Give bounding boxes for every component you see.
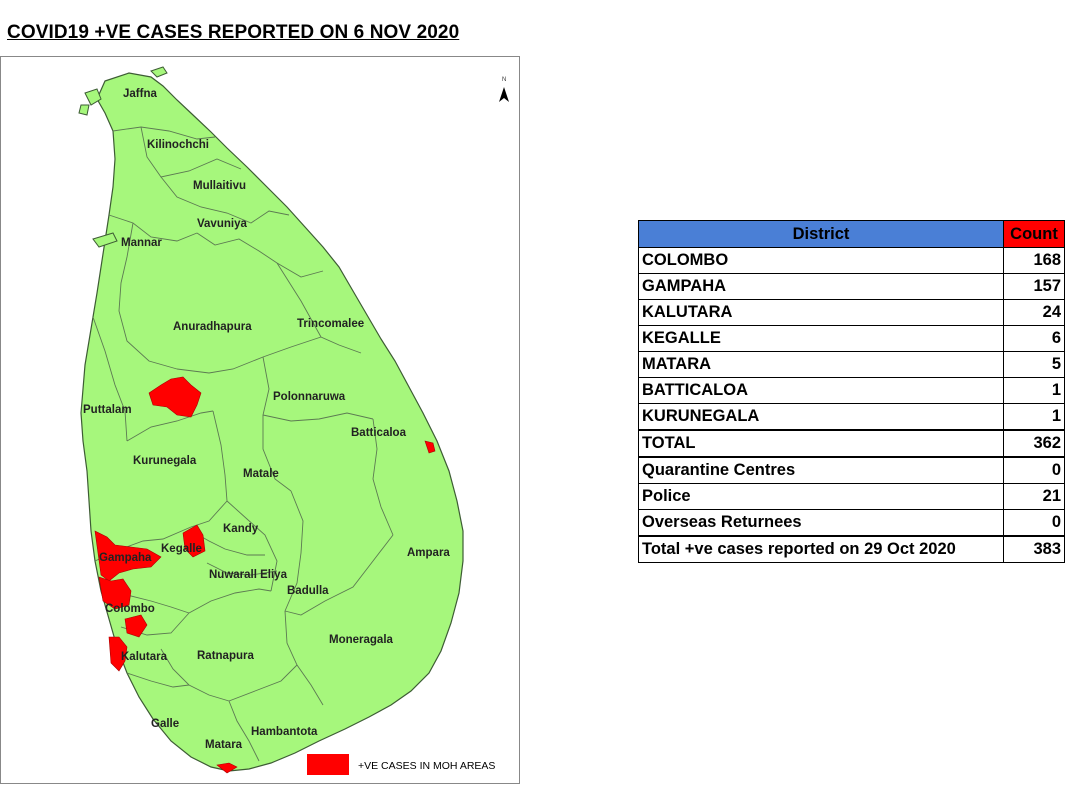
label-ampara: Ampara <box>407 547 450 559</box>
row-district: MATARA <box>638 351 1004 378</box>
total-count: 362 <box>1003 429 1065 458</box>
colombo-hotspot <box>98 576 132 610</box>
row-count: 6 <box>1003 325 1065 352</box>
row-category: Police <box>638 483 1004 510</box>
label-vavuniya: Vavuniya <box>197 218 247 230</box>
district-boundaries <box>92 126 394 762</box>
grand-total-row: Total +ve cases reported on 29 Oct 2020 … <box>638 535 1065 563</box>
label-gampaha: Gampaha <box>99 552 152 564</box>
row-count: 5 <box>1003 351 1065 378</box>
header-count: Count <box>1003 220 1065 248</box>
table-row: KALUTARA 24 <box>638 299 1065 326</box>
label-trincomalee: Trincomalee <box>297 318 364 330</box>
kalutara-hotspot <box>108 636 128 672</box>
row-district: GAMPAHA <box>638 273 1004 300</box>
label-nuwara-eliya: Nuwarall Eliya <box>209 569 288 581</box>
table-row: Police 21 <box>638 483 1065 510</box>
table-row: GAMPAHA 157 <box>638 273 1065 300</box>
row-category: Quarantine Centres <box>638 456 1004 484</box>
row-count: 168 <box>1003 247 1065 274</box>
kegalle-hotspot <box>182 524 206 558</box>
row-district: KALUTARA <box>638 299 1004 326</box>
row-count: 0 <box>1003 456 1065 484</box>
label-kandy: Kandy <box>223 523 259 535</box>
row-count: 21 <box>1003 483 1065 510</box>
label-matara: Matara <box>205 739 243 751</box>
row-district: KURUNEGALA <box>638 403 1004 431</box>
mannar-island <box>92 232 118 248</box>
positive-case-areas <box>94 376 436 774</box>
label-hambantota: Hambantota <box>251 726 318 738</box>
colombo-east-hotspot <box>124 614 148 638</box>
table-row: BATTICALOA 1 <box>638 377 1065 404</box>
header-district: District <box>638 220 1004 248</box>
table-row: KEGALLE 6 <box>638 325 1065 352</box>
island-landmass <box>80 72 464 772</box>
sri-lanka-map: N Jaffna Kilinochchi Mullaitivu Vavuniya… <box>0 56 520 784</box>
row-category: Overseas Returnees <box>638 509 1004 537</box>
label-colombo: Colombo <box>105 603 155 615</box>
table-row: KURUNEGALA 1 <box>638 403 1065 431</box>
district-count-table: District Count COLOMBO 168 GAMPAHA 157 K… <box>638 220 1065 563</box>
label-kalutara: Kalutara <box>121 651 168 663</box>
legend-label: +VE CASES IN MOH AREAS <box>358 760 495 772</box>
north-arrow-icon: N <box>499 77 509 102</box>
jaffna-islets <box>78 66 168 116</box>
row-district: KEGALLE <box>638 325 1004 352</box>
label-mannar: Mannar <box>121 237 162 249</box>
table-header-row: District Count <box>638 220 1065 248</box>
label-mullaitivu: Mullaitivu <box>193 180 246 192</box>
legend-swatch <box>307 754 349 775</box>
table-row: MATARA 5 <box>638 351 1065 378</box>
table-row: COLOMBO 168 <box>638 247 1065 274</box>
label-puttalam: Puttalam <box>83 404 132 416</box>
matara-hotspot <box>216 762 238 774</box>
table-row: Quarantine Centres 0 <box>638 456 1065 484</box>
label-polonnaruwa: Polonnaruwa <box>273 391 346 403</box>
label-kurunegala: Kurunegala <box>133 455 197 467</box>
label-jaffna: Jaffna <box>123 88 157 100</box>
row-count: 0 <box>1003 509 1065 537</box>
label-batticaloa: Batticaloa <box>351 427 407 439</box>
label-anuradhapura: Anuradhapura <box>173 321 252 333</box>
map-svg: N Jaffna Kilinochchi Mullaitivu Vavuniya… <box>78 66 509 775</box>
row-count: 1 <box>1003 403 1065 431</box>
row-count: 1 <box>1003 377 1065 404</box>
row-count: 157 <box>1003 273 1065 300</box>
grand-total-label: Total +ve cases reported on 29 Oct 2020 <box>638 535 1004 563</box>
total-row: TOTAL 362 <box>638 429 1065 458</box>
label-matale: Matale <box>243 468 279 480</box>
row-count: 24 <box>1003 299 1065 326</box>
map-legend: +VE CASES IN MOH AREAS <box>307 754 495 775</box>
label-kegalle: Kegalle <box>161 543 202 555</box>
label-ratnapura: Ratnapura <box>197 650 254 662</box>
label-galle: Galle <box>151 718 179 730</box>
row-district: BATTICALOA <box>638 377 1004 404</box>
page-title: COVID19 +VE CASES REPORTED ON 6 NOV 2020 <box>7 22 460 43</box>
label-moneragala: Moneragala <box>329 634 394 646</box>
label-kilinochchi: Kilinochchi <box>147 139 209 151</box>
total-label: TOTAL <box>638 429 1004 458</box>
batticaloa-hotspot <box>424 440 436 454</box>
north-letter: N <box>502 77 506 83</box>
row-district: COLOMBO <box>638 247 1004 274</box>
kurunegala-hotspot <box>148 376 202 418</box>
grand-total-count: 383 <box>1003 535 1065 563</box>
label-badulla: Badulla <box>287 585 329 597</box>
table-row: Overseas Returnees 0 <box>638 509 1065 537</box>
